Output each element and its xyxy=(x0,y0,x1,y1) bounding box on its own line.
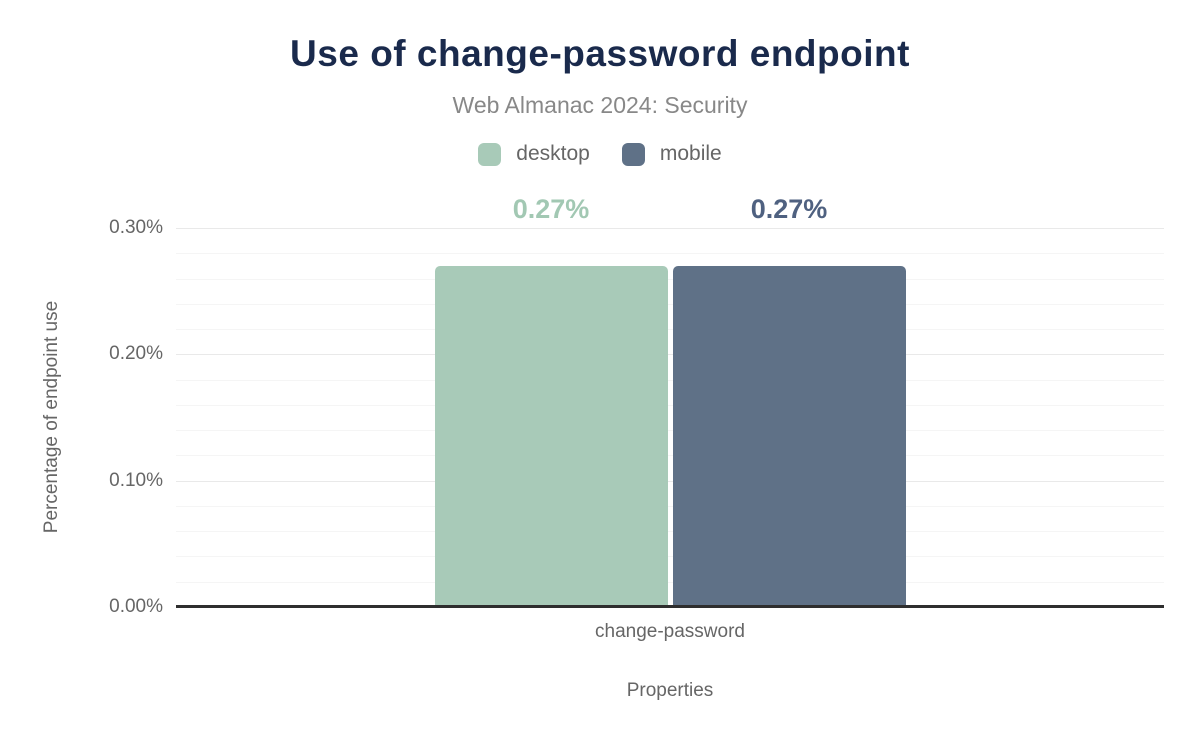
major-gridline xyxy=(176,354,1164,356)
legend-label: desktop xyxy=(516,142,590,165)
minor-gridline xyxy=(176,404,1164,406)
minor-gridline xyxy=(176,455,1164,457)
chart-title: Use of change-password endpoint xyxy=(290,33,910,74)
minor-gridline xyxy=(176,531,1164,533)
y-tick-label: 0.30% xyxy=(109,217,163,238)
x-tick-label: change-password xyxy=(595,621,745,642)
data-label-mobile: 0.27% xyxy=(750,194,828,224)
y-tick-label: 0.00% xyxy=(109,596,163,617)
major-gridline xyxy=(176,228,1164,229)
major-gridline xyxy=(176,480,1164,482)
x-axis-baseline xyxy=(176,605,1164,608)
y-axis-title: Percentage of endpoint use xyxy=(41,300,62,534)
minor-gridline xyxy=(176,303,1164,305)
chart-subtitle: Web Almanac 2024: Security xyxy=(452,92,748,118)
y-tick-label: 0.10% xyxy=(109,469,163,491)
chart-legend: desktop mobile xyxy=(0,142,1200,166)
data-label-desktop: 0.27% xyxy=(512,194,590,224)
x-axis-title: Properties xyxy=(626,680,714,701)
bar-mobile[interactable] xyxy=(672,265,906,607)
plot-area xyxy=(176,228,1164,608)
bar-desktop[interactable] xyxy=(434,265,668,607)
y-tick-label: 0.20% xyxy=(109,343,163,365)
legend-item-desktop[interactable]: desktop xyxy=(478,142,590,166)
minor-gridline xyxy=(176,278,1164,280)
minor-gridline xyxy=(176,505,1164,507)
minor-gridline xyxy=(176,430,1164,432)
minor-gridline xyxy=(176,329,1164,331)
legend-label: mobile xyxy=(659,142,722,165)
minor-gridline xyxy=(176,379,1164,381)
legend-swatch-mobile xyxy=(621,142,645,166)
minor-gridline xyxy=(176,556,1164,558)
minor-gridline xyxy=(176,581,1164,583)
legend-swatch-desktop xyxy=(478,142,502,166)
legend-item-mobile[interactable]: mobile xyxy=(621,142,722,166)
minor-gridline xyxy=(176,253,1164,255)
